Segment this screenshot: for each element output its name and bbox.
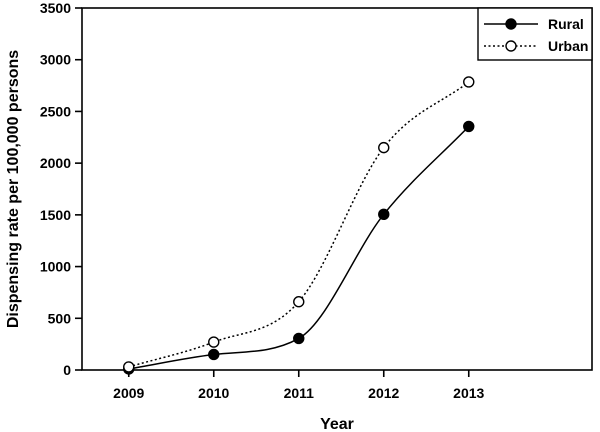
y-tick-label: 2000: [40, 155, 71, 171]
rural-data-point: [208, 348, 220, 361]
axes: 0 500 1000 1500 2000 2500 3000 3500 2009 2010 2011…: [40, 0, 593, 401]
legend-rural-marker: [505, 18, 517, 30]
urban-data-point: [378, 141, 390, 154]
series-points: [123, 76, 475, 375]
rural-data-point: [293, 332, 305, 345]
urban-series-line: [128, 81, 470, 368]
x-tick-label: 2009: [113, 385, 144, 401]
y-tick-label: 0: [63, 362, 71, 378]
y-tick-label: 3000: [40, 52, 71, 68]
rural-data-point: [378, 208, 390, 221]
x-axis-title: Year: [320, 416, 354, 432]
x-tick-label: 2013: [453, 385, 484, 401]
legend-urban-label: Urban: [548, 38, 588, 54]
x-tick-label: 2011: [284, 385, 315, 401]
legend-rural-label: Rural: [548, 16, 584, 32]
y-tick-label: 1500: [40, 207, 71, 223]
y-axis-title: Dispensing rate per 100,000 persons: [5, 50, 22, 328]
y-tick-label: 3500: [40, 0, 71, 16]
legend: Rural Urban: [477, 7, 593, 61]
urban-data-point: [463, 76, 475, 88]
y-tick-label: 2500: [40, 103, 71, 119]
legend-urban-marker: [505, 40, 517, 52]
urban-data-point: [123, 361, 135, 373]
rural-series-line: [128, 125, 470, 370]
series-lines: [128, 81, 470, 370]
urban-data-point: [208, 336, 220, 348]
y-tick-label: 500: [48, 310, 72, 326]
x-tick-label: 2012: [368, 385, 399, 401]
x-tick-label: 2010: [198, 385, 229, 401]
plot-frame: [81, 7, 593, 371]
legend-box: [477, 7, 593, 61]
urban-data-point: [293, 296, 305, 308]
rural-data-point: [463, 120, 475, 133]
y-tick-label: 1000: [40, 259, 71, 275]
